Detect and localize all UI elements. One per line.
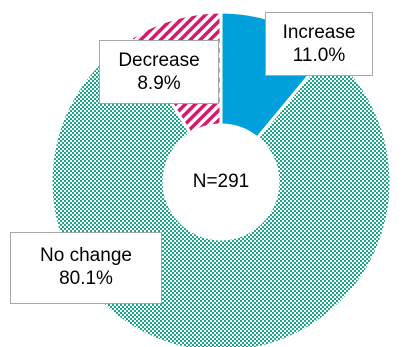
increase-label-name: Increase: [282, 22, 356, 43]
increase-label-box: Increase 11.0%: [265, 12, 373, 76]
decrease-label-box: Decrease 8.9%: [99, 40, 219, 104]
nochange-label-value: 80.1%: [59, 268, 113, 289]
decrease-label-name: Decrease: [118, 50, 200, 71]
nochange-label-box: No change 80.1%: [10, 232, 162, 304]
donut-center-label: N=291: [192, 171, 250, 192]
increase-label-value: 11.0%: [292, 45, 346, 66]
decrease-label-value: 8.9%: [137, 73, 181, 94]
nochange-label-name: No change: [40, 245, 132, 266]
